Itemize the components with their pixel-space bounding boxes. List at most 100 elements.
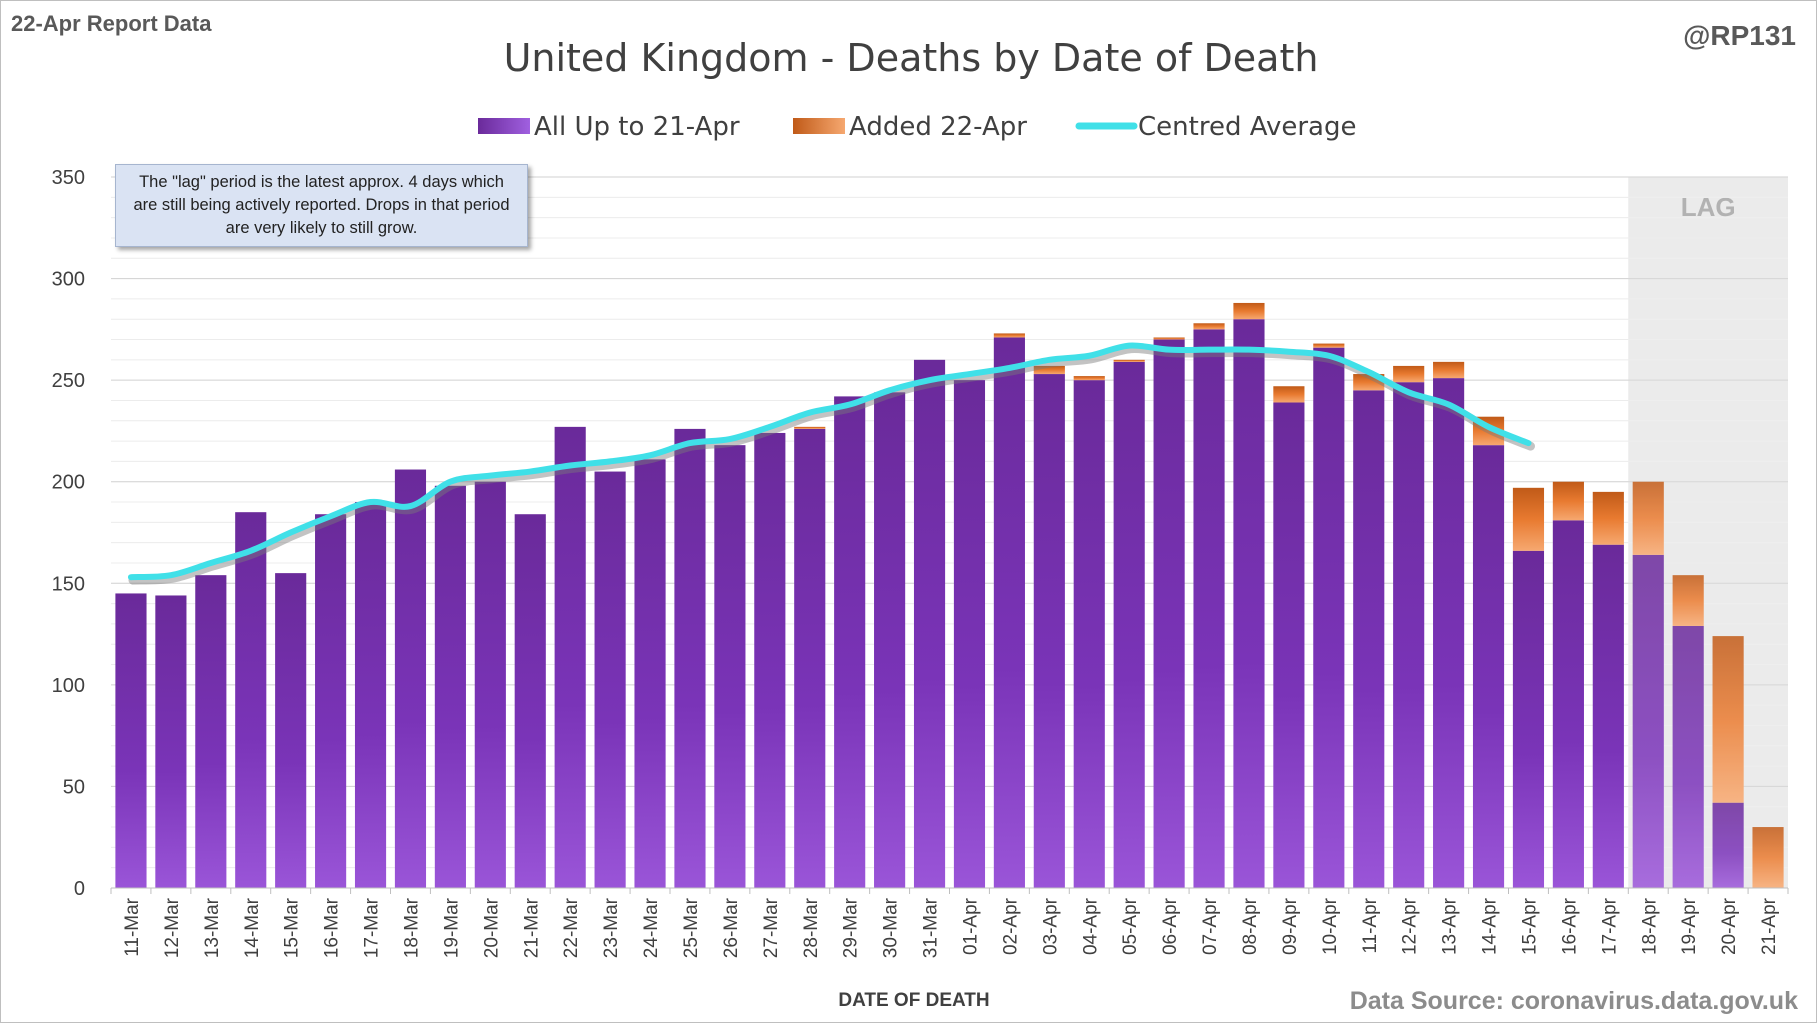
- bar-all-up-to-21-apr: [115, 593, 147, 888]
- x-tick-label: 26-Mar: [721, 897, 742, 958]
- bar-all-up-to-21-apr: [1313, 347, 1345, 888]
- bar-added-22-apr: [1113, 359, 1145, 362]
- x-tick-label: 28-Mar: [801, 897, 822, 958]
- legend-swatch-added: [793, 118, 845, 134]
- centred-average-line: [127, 342, 1532, 581]
- bar-added-22-apr: [1433, 361, 1465, 379]
- bar-all-up-to-21-apr: [315, 514, 347, 888]
- bar-added-22-apr: [1193, 323, 1225, 330]
- x-tick-label: 01-Apr: [960, 897, 981, 955]
- x-tick-label: 18-Mar: [401, 897, 422, 958]
- bar-added-22-apr: [1033, 365, 1065, 375]
- bar-all-up-to-21-apr: [834, 396, 866, 888]
- y-tick-label: 300: [52, 269, 85, 291]
- bar-all-up-to-21-apr: [1113, 361, 1145, 888]
- y-tick-label: 200: [52, 472, 85, 494]
- x-tick-label: 06-Apr: [1160, 897, 1181, 955]
- data-source: Data Source: coronavirus.data.gov.uk: [1350, 987, 1798, 1015]
- x-tick-label: 14-Mar: [242, 897, 263, 958]
- bar-all-up-to-21-apr: [714, 445, 746, 888]
- bar-all-up-to-21-apr: [434, 485, 466, 888]
- grid: [111, 176, 1788, 869]
- bar-all-up-to-21-apr: [674, 428, 706, 888]
- average-line: [127, 342, 1535, 585]
- bar-all-up-to-21-apr: [1353, 390, 1385, 888]
- axes: 0 50 100 150 200 250 300 350 11-Mar 12-Mar 13-Mar 1…: [52, 167, 1789, 958]
- bar-all-up-to-21-apr: [794, 428, 826, 888]
- bar-all-up-to-21-apr: [354, 502, 387, 888]
- bar-added-22-apr: [1073, 376, 1105, 381]
- x-tick-label: 10-Apr: [1320, 897, 1341, 955]
- bar-all-up-to-21-apr: [474, 481, 506, 888]
- x-tick-label: 20-Mar: [481, 897, 502, 958]
- bar-all-up-to-21-apr: [1393, 382, 1425, 888]
- bar-added-22-apr: [1672, 575, 1704, 626]
- x-tick-label: 12-Apr: [1400, 897, 1421, 955]
- x-tick-label: 15-Apr: [1519, 897, 1540, 955]
- bar-all-up-to-21-apr: [874, 392, 906, 888]
- bar-all-up-to-21-apr: [1712, 802, 1744, 888]
- x-tick-label: 19-Apr: [1679, 897, 1700, 955]
- legend-swatch-all: [478, 118, 530, 134]
- bar-added-22-apr: [794, 426, 826, 429]
- bar-all-up-to-21-apr: [953, 380, 986, 888]
- bar-added-22-apr: [1712, 636, 1744, 803]
- x-tick-label: 29-Mar: [841, 897, 862, 958]
- bar-all-up-to-21-apr: [754, 432, 786, 888]
- x-axis-title: DATE OF DEATH: [838, 990, 989, 1011]
- x-tick-label: 05-Apr: [1120, 897, 1141, 955]
- y-tick-label: 0: [74, 878, 85, 900]
- y-tick-label: 150: [52, 573, 85, 595]
- bar-added-22-apr: [1153, 337, 1185, 340]
- x-tick-label: 14-Apr: [1480, 897, 1501, 955]
- bar-added-22-apr: [1632, 481, 1664, 555]
- x-tick-label: 31-Mar: [921, 897, 942, 958]
- lag-note: The "lag" period is the latest approx. 4…: [115, 164, 528, 247]
- x-tick-label: 16-Mar: [322, 897, 343, 958]
- bar-added-22-apr: [1313, 343, 1345, 348]
- bar-all-up-to-21-apr: [1073, 380, 1105, 888]
- bars: [115, 177, 1788, 888]
- report-label: 22-Apr Report Data: [11, 11, 212, 36]
- x-tick-label: 23-Mar: [601, 897, 622, 958]
- bar-all-up-to-21-apr: [993, 337, 1025, 888]
- author-handle: @RP131: [1683, 20, 1796, 51]
- x-tick-label: 21-Mar: [521, 897, 542, 958]
- bar-all-up-to-21-apr: [235, 512, 267, 888]
- x-tick-label: 17-Mar: [362, 897, 383, 958]
- x-tick-label: 11-Mar: [122, 897, 143, 956]
- bar-all-up-to-21-apr: [1632, 554, 1664, 888]
- bar-all-up-to-21-apr: [594, 471, 626, 888]
- x-tick-label: 25-Mar: [681, 897, 702, 958]
- y-tick-label: 100: [52, 675, 85, 697]
- bar-all-up-to-21-apr: [1433, 378, 1465, 888]
- x-tick-label: 21-Apr: [1759, 897, 1780, 955]
- x-tick-label: 22-Mar: [561, 897, 582, 958]
- bar-all-up-to-21-apr: [1472, 445, 1505, 888]
- bar-added-22-apr: [1752, 827, 1784, 888]
- y-tick-label: 350: [52, 167, 85, 189]
- x-tick-label: 12-Mar: [162, 897, 183, 958]
- x-tick-label: 30-Mar: [881, 897, 902, 958]
- x-tick-label: 13-Mar: [202, 897, 223, 958]
- bar-added-22-apr: [993, 333, 1025, 338]
- legend-label-average: Centred Average: [1138, 112, 1356, 142]
- x-tick-label: 17-Apr: [1599, 897, 1620, 955]
- x-tick-label: 15-Mar: [282, 897, 303, 958]
- x-tick-label: 20-Apr: [1719, 897, 1740, 955]
- bar-added-22-apr: [1393, 365, 1425, 383]
- bar-all-up-to-21-apr: [514, 514, 546, 888]
- bar-all-up-to-21-apr: [1033, 374, 1065, 888]
- legend: All Up to 21-Apr Added 22-Apr Centred Av…: [478, 112, 1356, 142]
- bar-all-up-to-21-apr: [1512, 550, 1545, 888]
- x-tick-label: 24-Mar: [641, 897, 662, 958]
- x-tick-label: 07-Apr: [1200, 897, 1221, 955]
- x-tick-label: 19-Mar: [441, 897, 462, 958]
- x-tick-label: 16-Apr: [1559, 897, 1580, 955]
- x-tick-label: 13-Apr: [1440, 897, 1461, 955]
- y-tick-label: 250: [52, 370, 85, 392]
- bar-added-22-apr: [1233, 302, 1265, 320]
- x-tick-label: 27-Mar: [761, 897, 782, 958]
- bar-all-up-to-21-apr: [1672, 625, 1704, 888]
